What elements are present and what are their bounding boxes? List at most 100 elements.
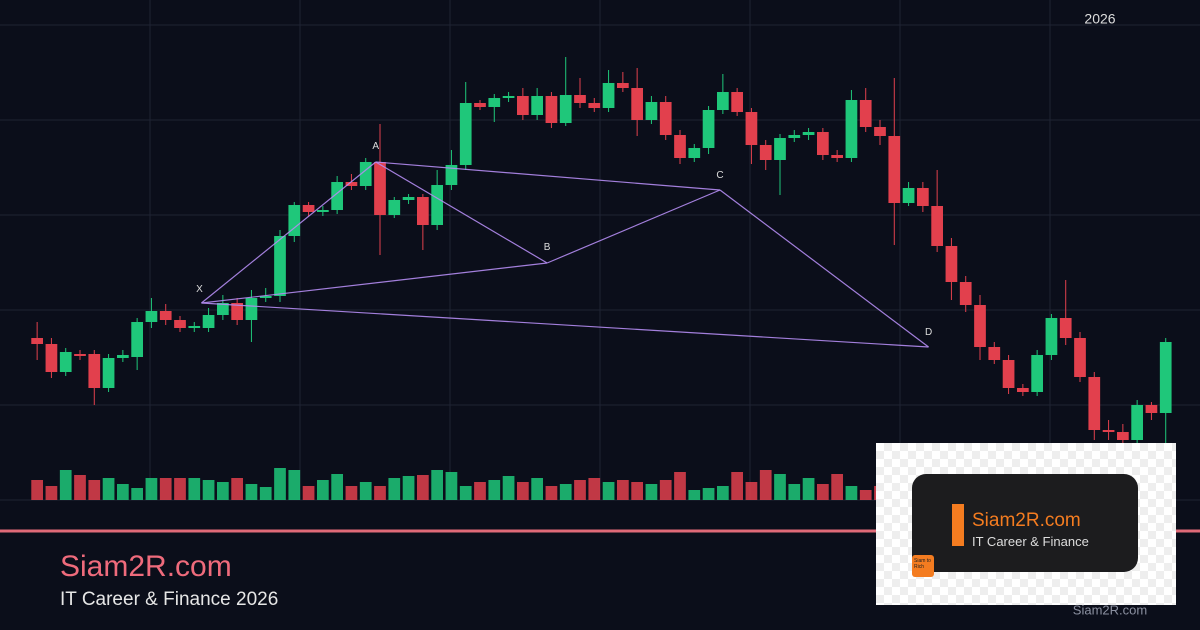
volume-bar — [359, 482, 372, 500]
pattern-label: A — [372, 141, 379, 152]
volume-bar — [702, 488, 715, 500]
volume-bar — [688, 490, 701, 500]
volume-bar — [788, 484, 801, 500]
candle-body — [1017, 388, 1029, 392]
candle-body — [559, 95, 572, 123]
volume-bar — [502, 476, 515, 500]
volume-bar — [817, 484, 829, 500]
candle-body — [688, 148, 701, 158]
volume-bar — [388, 478, 401, 500]
candle-body — [174, 320, 186, 328]
candle-body — [788, 135, 801, 138]
candle-body — [974, 305, 986, 347]
candle-body — [402, 197, 415, 200]
candle-body — [102, 358, 115, 388]
volume-bar — [374, 486, 386, 500]
candle-body — [374, 162, 386, 215]
candle-body — [545, 96, 558, 123]
candle-body — [217, 303, 229, 315]
volume-bar — [559, 484, 572, 500]
volume-bar — [602, 482, 615, 500]
pattern-line — [201, 262, 548, 304]
candle-body — [431, 185, 443, 225]
pattern-line — [546, 189, 721, 264]
volume-bar — [259, 487, 272, 500]
volume-bar — [45, 486, 58, 500]
volume-bar — [331, 474, 343, 500]
candle-body — [588, 103, 601, 108]
volume-bar — [74, 475, 86, 500]
logo-bar — [952, 504, 964, 546]
candle-body — [459, 103, 472, 165]
candle-body — [488, 98, 501, 107]
candle-body — [917, 188, 929, 206]
candle-body — [59, 352, 72, 372]
volume-bar — [631, 482, 643, 500]
candle-body — [388, 200, 401, 215]
volume-bar — [859, 490, 872, 500]
volume-bar — [88, 480, 101, 500]
candle-body — [517, 96, 529, 115]
candle-body — [1074, 338, 1086, 377]
volume-bar — [645, 484, 658, 500]
logo-overlay: Siam2R.com IT Career & Finance Siam to R… — [876, 443, 1176, 605]
candle-body — [1159, 342, 1172, 413]
volume-bar — [402, 476, 415, 500]
candle-body — [631, 88, 643, 120]
logo-tagline: IT Career & Finance — [972, 534, 1089, 549]
volume-bar — [474, 482, 486, 500]
watermark: Siam2R.com — [1073, 602, 1147, 617]
candle-body — [1031, 355, 1043, 392]
candle-body — [702, 110, 715, 148]
candle-body — [1088, 377, 1101, 430]
volume-bar — [231, 478, 243, 500]
candle-body — [1131, 405, 1143, 440]
candle-body — [117, 355, 129, 358]
candle-body — [331, 182, 343, 210]
candle-body — [931, 206, 943, 246]
volume-bar — [174, 478, 186, 500]
volume-bar — [831, 474, 843, 500]
candle-body — [831, 155, 843, 158]
candle-body — [531, 96, 543, 115]
candle-body — [888, 136, 901, 203]
volume-bar — [588, 478, 601, 500]
volume-bar — [431, 470, 443, 500]
volume-bar — [188, 478, 201, 500]
candle-body — [345, 182, 358, 186]
candle-body — [145, 311, 158, 322]
candle-body — [717, 92, 729, 110]
candle-body — [602, 83, 615, 108]
volume-bar — [345, 486, 358, 500]
candle-body — [817, 132, 829, 155]
volume-bar — [131, 488, 143, 500]
brand-title: Siam2R.com — [60, 550, 232, 583]
candle-body — [845, 100, 858, 158]
volume-bar — [717, 486, 729, 500]
volume-bar — [217, 482, 229, 500]
candle-body — [617, 83, 629, 88]
volume-bar — [459, 486, 472, 500]
candle-body — [288, 205, 301, 236]
volume-bar — [288, 470, 301, 500]
pattern-label: D — [925, 327, 932, 338]
candle-body — [359, 162, 372, 186]
pattern-line — [201, 161, 377, 304]
candle-body — [474, 103, 486, 107]
x-axis-label: 2026 — [1084, 11, 1115, 27]
candle-body — [131, 322, 143, 357]
volume-bar — [745, 482, 758, 500]
volume-bar — [674, 472, 686, 500]
candle-body — [231, 303, 243, 320]
candle-body — [874, 127, 886, 136]
volume-bar — [417, 475, 429, 500]
volume-bar — [659, 480, 672, 500]
volume-bar — [445, 472, 458, 500]
logo-icon: Siam to Rich — [912, 555, 934, 577]
grid — [0, 0, 1200, 501]
volume-bar — [545, 486, 558, 500]
candle-body — [274, 236, 286, 296]
volume-bar — [759, 470, 772, 500]
logo-name: Siam2R.com — [972, 510, 1081, 531]
